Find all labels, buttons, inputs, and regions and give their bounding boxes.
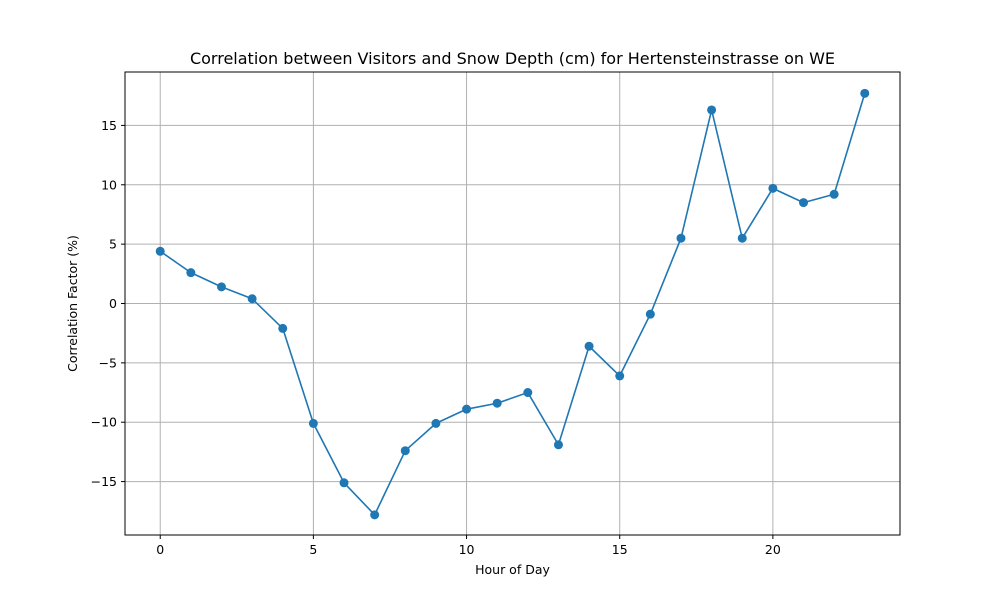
y-tick-label: 5	[109, 237, 117, 252]
x-tick-label: 5	[309, 542, 317, 557]
data-point	[829, 189, 839, 199]
data-point	[737, 233, 747, 243]
data-point	[645, 309, 655, 319]
x-tick-label: 0	[156, 542, 164, 557]
data-point	[553, 440, 563, 450]
data-point	[155, 246, 165, 256]
x-tick-label: 15	[612, 542, 628, 557]
data-point	[278, 323, 288, 333]
data-point	[707, 105, 717, 115]
y-tick-label: −5	[99, 355, 117, 370]
data-point	[400, 446, 410, 456]
data-point	[799, 198, 809, 208]
data-point	[768, 183, 778, 193]
y-tick-label: −10	[91, 415, 117, 430]
data-point	[676, 233, 686, 243]
data-point	[186, 268, 196, 278]
y-tick-label: 0	[109, 296, 117, 311]
series-line	[159, 93, 866, 516]
data-point	[584, 341, 594, 351]
chart-title: Correlation between Visitors and Snow De…	[190, 49, 835, 68]
data-point	[431, 418, 441, 428]
data-point	[615, 371, 625, 381]
series-points	[155, 88, 870, 520]
data-point	[860, 88, 870, 98]
data-point	[523, 388, 533, 398]
data-point	[339, 478, 349, 488]
y-tick-label: 10	[101, 177, 117, 192]
y-axis-ticks: −15 −10 −5 0 5 10 15	[91, 118, 125, 489]
x-axis-title: Hour of Day	[475, 562, 550, 577]
x-tick-label: 10	[459, 542, 475, 557]
data-point	[247, 294, 257, 304]
data-point	[370, 510, 380, 520]
grid	[125, 72, 900, 535]
data-point	[492, 398, 502, 408]
y-tick-label: 15	[101, 118, 117, 133]
x-tick-label: 20	[765, 542, 781, 557]
data-point	[462, 404, 472, 414]
series-polyline	[159, 93, 866, 516]
x-axis-ticks: 0 5 10 15 20	[156, 535, 781, 557]
data-point	[308, 418, 318, 428]
y-tick-label: −15	[91, 474, 117, 489]
y-axis-title: Correlation Factor (%)	[65, 235, 80, 372]
data-point	[216, 282, 226, 292]
